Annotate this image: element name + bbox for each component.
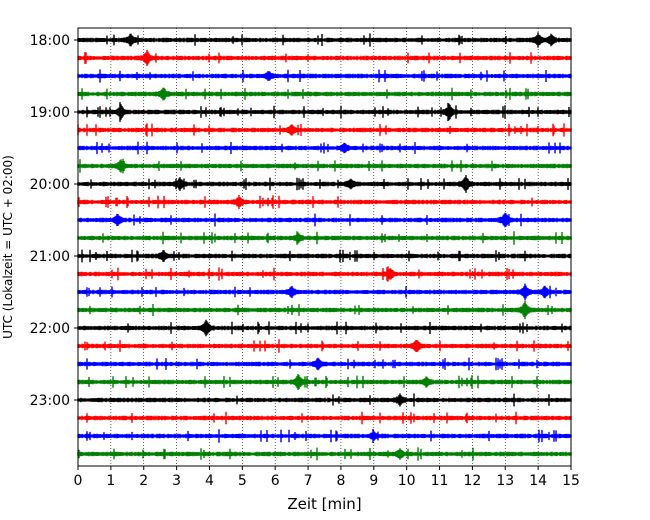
seismic-trace — [77, 102, 572, 122]
seismic-trace — [77, 447, 572, 461]
x-tick-label: 0 — [74, 473, 83, 489]
y-tick-label: 19:00 — [30, 105, 70, 121]
y-axis-label: UTC (Lokalzeit = UTC + 02:00) — [1, 155, 15, 339]
x-tick-label: 1 — [106, 473, 115, 489]
seismic-trace — [77, 141, 572, 155]
y-tick-label: 20:00 — [30, 177, 70, 193]
seismic-trace — [77, 339, 572, 353]
y-tick-label: 23:00 — [30, 393, 70, 409]
seismic-trace — [77, 411, 572, 425]
seismic-trace — [77, 283, 572, 301]
seismic-trace — [77, 231, 572, 245]
seismic-trace — [77, 300, 572, 320]
seismic-trace — [77, 50, 572, 66]
x-tick-label: 15 — [562, 473, 580, 489]
seismic-traces — [77, 32, 572, 461]
plot-frame — [77, 27, 572, 467]
x-tick-label: 9 — [369, 473, 378, 489]
seismic-trace — [77, 374, 572, 390]
seismic-trace — [77, 69, 572, 83]
x-tick-label: 5 — [238, 473, 247, 489]
y-tick-label: 22:00 — [30, 321, 70, 337]
grid-lines — [110, 28, 539, 466]
x-tick-label: 6 — [271, 473, 280, 489]
y-tick-label: 21:00 — [30, 249, 70, 265]
x-tick-label: 13 — [496, 473, 514, 489]
seismic-trace — [77, 158, 572, 174]
seismic-trace — [77, 249, 572, 263]
x-axis: 0 1 2 3 4 5 6 7 8 9 10 11 12 13 14 15 — [74, 466, 580, 489]
seismic-trace — [77, 319, 572, 337]
x-tick-label: 12 — [463, 473, 481, 489]
x-tick-label: 14 — [529, 473, 547, 489]
x-tick-label: 8 — [336, 473, 345, 489]
seismic-trace — [77, 393, 572, 407]
seismic-trace — [77, 266, 572, 282]
seismic-trace — [77, 357, 572, 371]
x-axis-label: Zeit [min] — [287, 495, 361, 513]
seismic-trace — [77, 175, 572, 193]
x-tick-label: 3 — [172, 473, 181, 489]
seismic-trace — [77, 87, 572, 101]
seismic-trace — [77, 429, 572, 443]
y-tick-label: 18:00 — [30, 33, 70, 49]
seismic-trace — [77, 195, 572, 209]
x-tick-label: 10 — [398, 473, 416, 489]
y-axis: 18:00 19:00 20:00 21:00 22:00 23:00 — [30, 33, 78, 409]
x-tick-label: 2 — [139, 473, 148, 489]
seismic-trace — [77, 123, 572, 137]
x-tick-label: 7 — [304, 473, 313, 489]
seismic-trace — [77, 212, 572, 228]
x-tick-label: 4 — [205, 473, 214, 489]
x-tick-label: 11 — [431, 473, 449, 489]
seismic-trace — [77, 32, 572, 48]
